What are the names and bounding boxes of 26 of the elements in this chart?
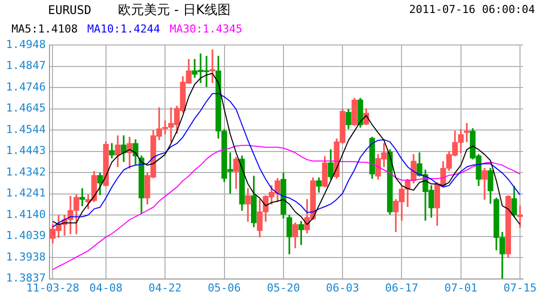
y-tick-label: 1.4948	[6, 38, 46, 51]
text: MA10:1.4244	[87, 22, 160, 36]
y-tick-label: 1.4847	[6, 59, 46, 72]
x-tick-label: 07-01	[444, 281, 478, 294]
x-tick-label: 07-15	[503, 281, 537, 294]
x-tick-label: 04-08	[89, 281, 122, 294]
chart-subtitle: EURUSD	[48, 3, 92, 17]
x-tick-label: 04-22	[148, 281, 182, 294]
x-tick-label: 06-17	[385, 281, 418, 294]
text: MA30:1.4345	[170, 22, 242, 36]
text: 2011-07-16 06:00:04	[409, 3, 535, 16]
x-tick-label: 05-06	[208, 281, 241, 294]
x-tick-label: 05-20	[266, 281, 300, 294]
y-tick-label: 1.4039	[6, 229, 46, 242]
y-tick-label: 1.4645	[6, 102, 46, 115]
y-tick-label: 1.4140	[6, 208, 46, 221]
text: MA5:1.4108	[12, 22, 78, 36]
y-tick-label: 1.3938	[6, 250, 46, 264]
candlestick	[517, 205, 523, 228]
y-tick-label: 1.4443	[6, 144, 46, 158]
y-tick-label: 1.4241	[6, 186, 46, 200]
y-tick-label: 1.4746	[6, 80, 46, 94]
y-tick-label: 1.4342	[6, 165, 46, 178]
chart-title: 欧元美元 - 日K线图	[118, 2, 230, 19]
y-tick-label: 1.4544	[6, 122, 46, 136]
x-tick-label: 06-03	[326, 281, 360, 294]
